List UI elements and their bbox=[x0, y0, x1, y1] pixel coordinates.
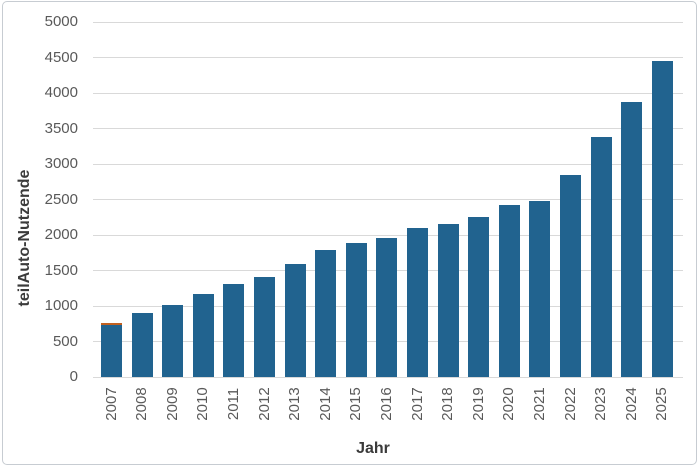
bar-2019 bbox=[468, 216, 490, 377]
x-axis-tick-label: 2025 bbox=[653, 387, 671, 421]
bar-2025 bbox=[651, 61, 673, 377]
y-axis-tick-label: 5000 bbox=[44, 13, 78, 30]
bar-2007 bbox=[101, 323, 122, 377]
bar-2022 bbox=[560, 175, 581, 377]
bar-2012 bbox=[254, 277, 275, 377]
y-axis-tick-label: 2000 bbox=[44, 226, 78, 243]
x-axis-tick-label: 2016 bbox=[377, 387, 395, 421]
x-axis-tick-label: 2021 bbox=[530, 387, 548, 421]
bar-2017 bbox=[407, 227, 428, 377]
gridline-3500 bbox=[93, 128, 683, 129]
bar-2015 bbox=[345, 242, 367, 377]
x-axis-tick-label: 2012 bbox=[255, 387, 273, 421]
bar-2014 bbox=[315, 249, 337, 377]
bar-2007-accent-cap bbox=[101, 323, 122, 326]
gridline-2000 bbox=[93, 234, 683, 236]
x-axis-tick-label: 2018 bbox=[439, 387, 457, 421]
x-axis-tick-label: 2007 bbox=[102, 387, 120, 421]
x-axis-tick-label: 2010 bbox=[194, 387, 212, 421]
y-axis-tick-label: 2500 bbox=[44, 190, 78, 208]
gridline-4000 bbox=[93, 92, 683, 94]
y-axis-tick-label: 1500 bbox=[44, 261, 78, 279]
y-axis-tick-label: 0 bbox=[69, 368, 78, 385]
x-axis-tick-label: 2024 bbox=[622, 387, 640, 421]
x-axis-tick-label: 2013 bbox=[286, 387, 304, 421]
y-axis-tick-label: 4500 bbox=[44, 48, 78, 66]
y-axis-title: teilAuto-Nutzende bbox=[16, 169, 33, 307]
y-axis-tick-label: 4000 bbox=[44, 84, 78, 101]
y-axis-tick-label: 3500 bbox=[44, 119, 78, 137]
x-axis-tick-label: 2020 bbox=[500, 387, 518, 421]
x-axis-tick-label: 2015 bbox=[347, 387, 365, 421]
x-axis-tick-label: 2009 bbox=[163, 387, 181, 421]
bar-2011 bbox=[223, 283, 245, 377]
x-axis-tick-label: 2008 bbox=[133, 387, 151, 421]
gridline-4500 bbox=[93, 57, 683, 58]
x-axis-tick-label: 2014 bbox=[316, 387, 334, 421]
bar-2008 bbox=[131, 313, 153, 377]
bar-2016 bbox=[376, 238, 398, 377]
bar-2021 bbox=[529, 201, 551, 377]
bar-2018 bbox=[437, 224, 459, 377]
x-axis-tick-label: 2011 bbox=[224, 387, 242, 421]
x-axis-tick-label: 2022 bbox=[561, 387, 579, 421]
bar-2009 bbox=[162, 304, 184, 377]
gridline-5000 bbox=[93, 21, 683, 23]
x-axis-title: Jahr bbox=[356, 440, 390, 457]
x-axis-tick-label: 2023 bbox=[592, 387, 610, 421]
x-axis-tick-label: 2019 bbox=[469, 387, 487, 421]
bar-2013 bbox=[284, 263, 306, 377]
gridline-3000 bbox=[93, 163, 683, 165]
bar-2020 bbox=[498, 204, 520, 377]
gridline-0 bbox=[93, 376, 683, 378]
y-axis-tick-label: 3000 bbox=[44, 155, 78, 172]
bar-2010 bbox=[192, 293, 214, 377]
gridline-2500 bbox=[93, 199, 683, 200]
bar-2024 bbox=[621, 102, 643, 377]
x-axis-tick-label: 2017 bbox=[408, 387, 426, 421]
y-axis-tick-label: 500 bbox=[52, 332, 78, 350]
y-axis-tick-label: 1000 bbox=[44, 297, 78, 314]
bar-2023 bbox=[590, 137, 612, 377]
